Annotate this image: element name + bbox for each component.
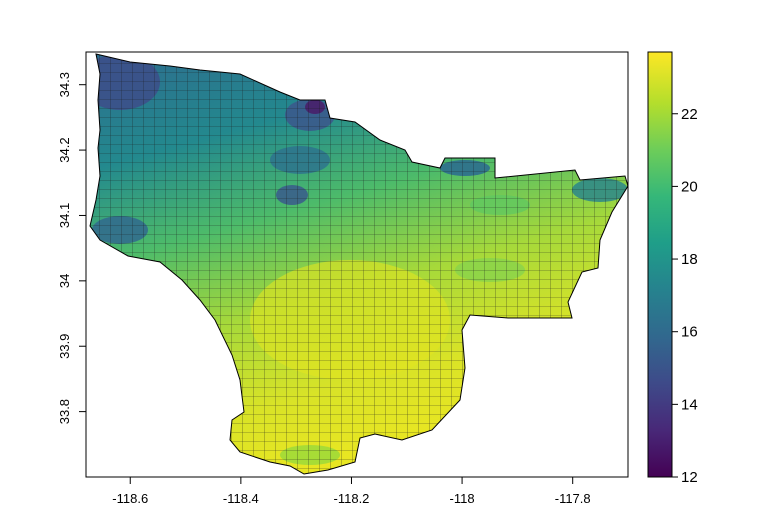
x-tick-label: -118.2: [334, 491, 370, 506]
colorbar-tick-label: 22: [681, 106, 698, 123]
colorbar-tick-label: 20: [681, 178, 698, 195]
x-tick-label: -118: [450, 491, 475, 506]
y-tick-label: 34: [57, 274, 72, 288]
colorbar-tick-label: 12: [681, 469, 698, 486]
x-tick-label: -118.4: [223, 491, 259, 506]
y-tick-label: 34.3: [57, 72, 72, 97]
colorbar-gradient: [647, 51, 673, 478]
x-axis: -118.6 -118.4 -118.2 -118 -117.8: [112, 477, 591, 506]
colorbar-ticks: 12 14 16 18 20 22: [672, 106, 698, 486]
colorbar-tick-label: 18: [681, 251, 698, 268]
colorbar-tick-label: 16: [681, 324, 698, 341]
colorbar: 12 14 16 18 20 22: [647, 51, 698, 486]
y-tick-label: 33.9: [57, 334, 72, 359]
x-tick-label: -117.8: [555, 491, 591, 506]
x-tick-label: -118.6: [112, 491, 148, 506]
y-tick-label: 33.8: [57, 399, 72, 424]
colorbar-tick-label: 14: [681, 396, 698, 413]
y-tick-label: 34.1: [57, 203, 72, 228]
y-tick-label: 34.2: [57, 137, 72, 162]
y-axis: 33.8 33.9 34 34.1 34.2 34.3: [57, 72, 86, 424]
